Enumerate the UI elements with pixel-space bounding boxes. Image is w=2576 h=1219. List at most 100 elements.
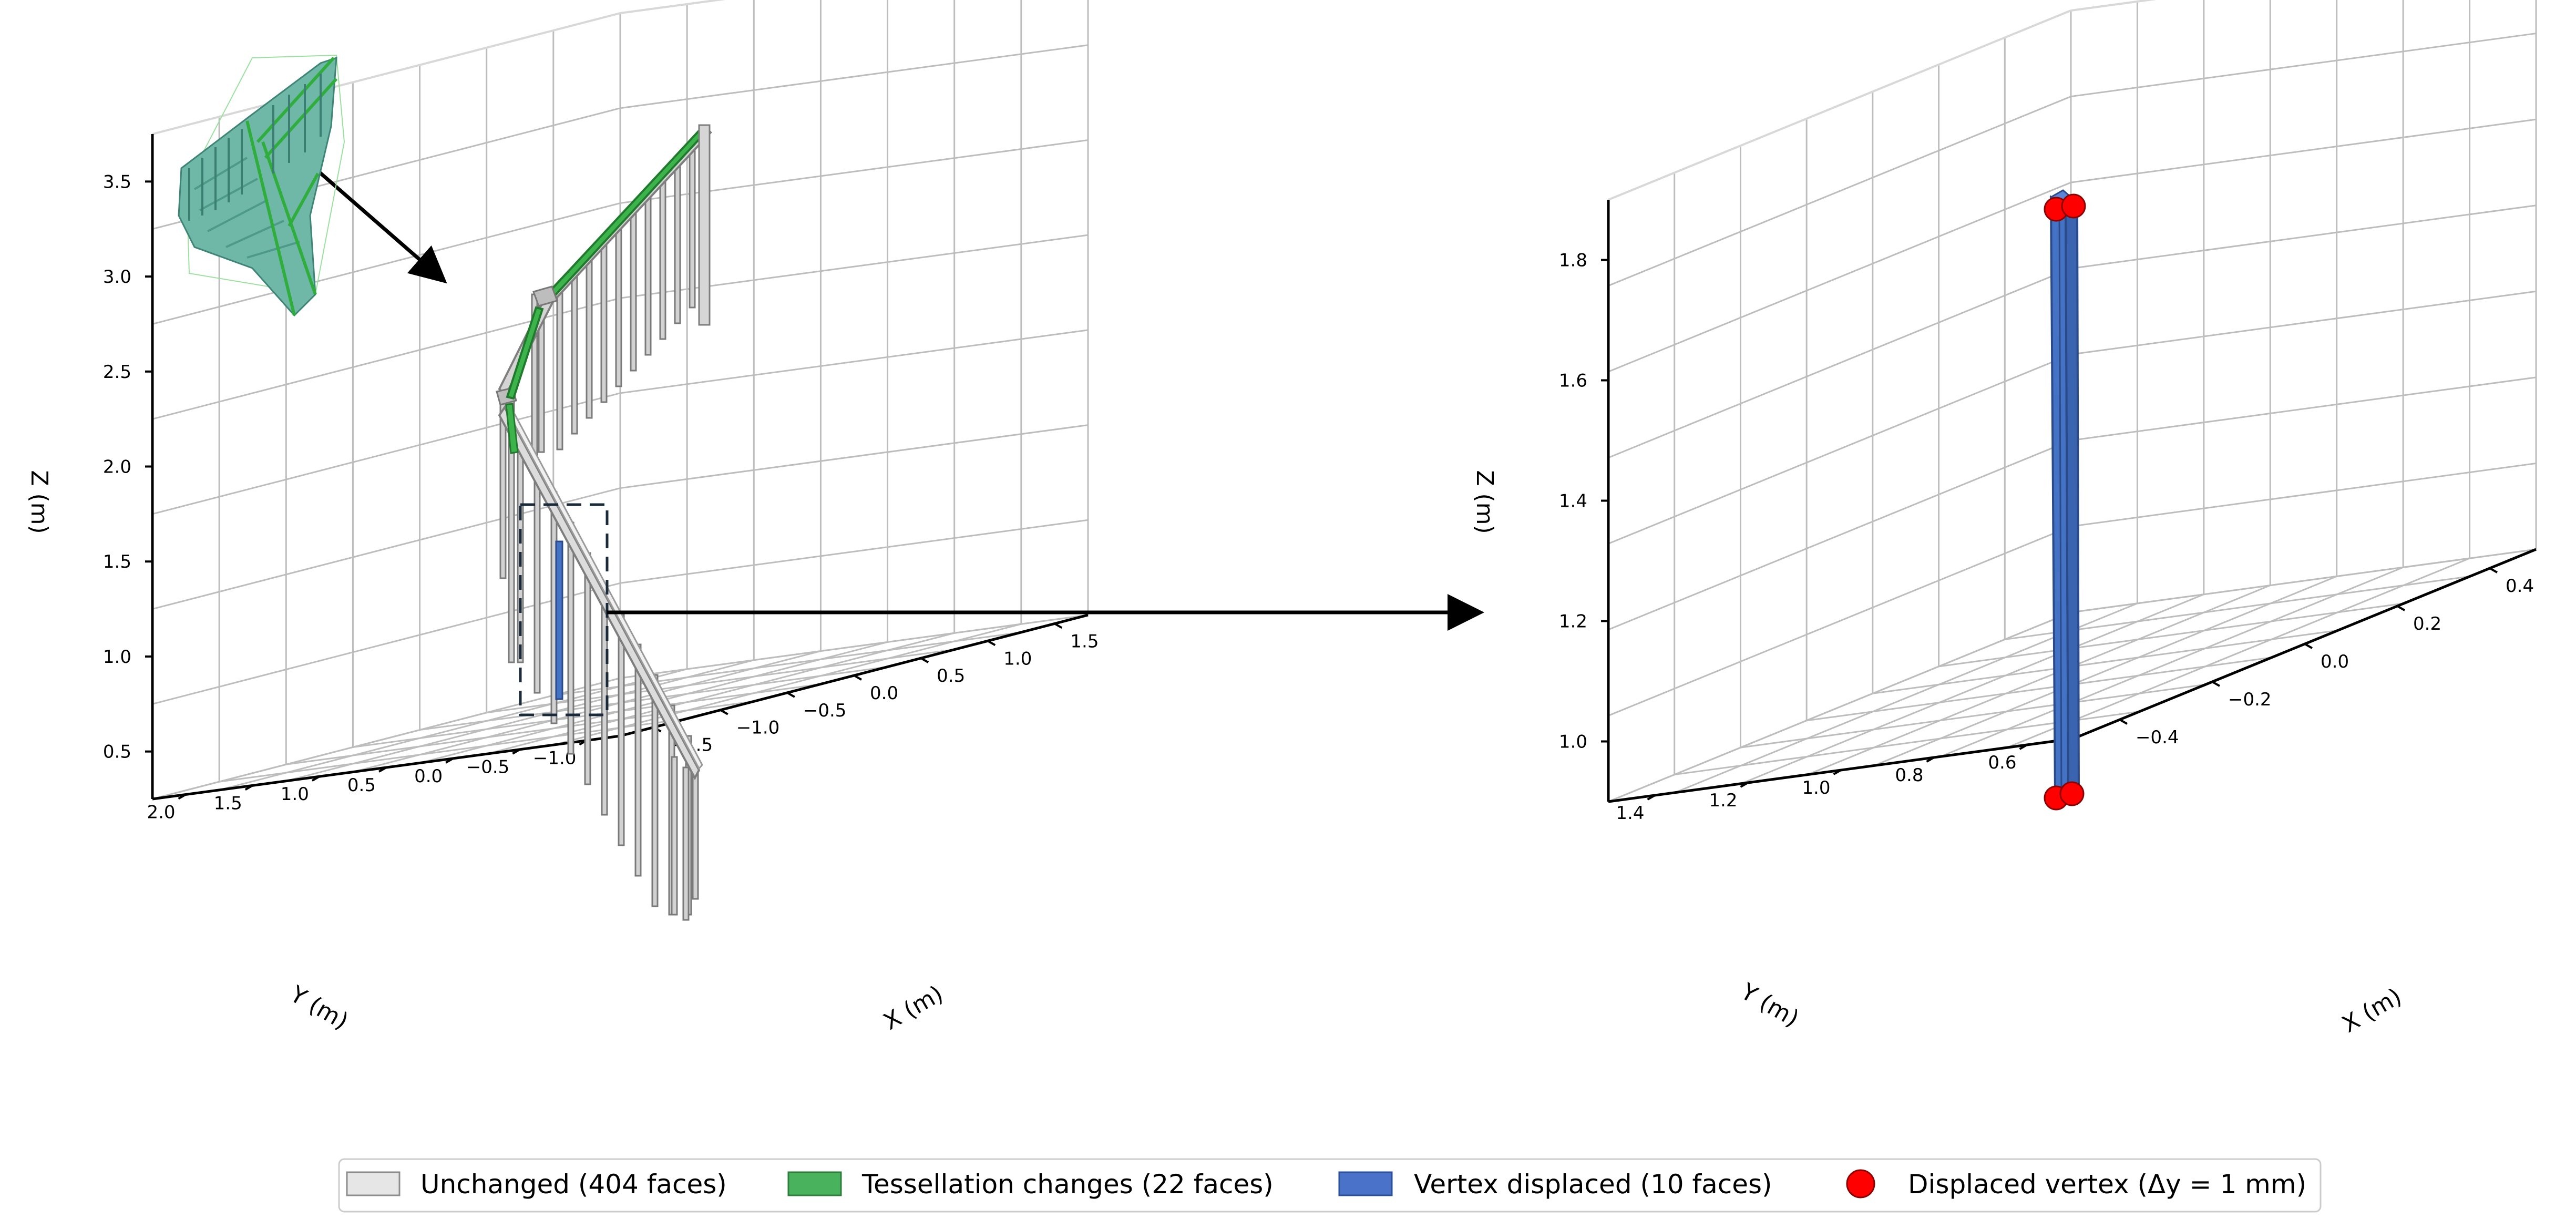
y-axis-tick <box>1647 794 1656 801</box>
legend-swatch-displaced <box>1338 1171 1393 1196</box>
x-axis-tick-label: 0.5 <box>937 665 965 687</box>
baluster <box>618 613 625 846</box>
y-axis-tick-label: 0.5 <box>347 775 376 796</box>
legend: Unchanged (404 faces) Tessellation chang… <box>338 1158 2322 1213</box>
grid-line <box>1608 353 2071 545</box>
x-axis-tick <box>2397 605 2405 611</box>
baluster <box>634 643 642 877</box>
grid-line <box>219 668 687 791</box>
y-axis-tick-label: 0.0 <box>414 766 443 787</box>
grid-line <box>1940 566 2404 757</box>
y-axis-tick-label: 0.6 <box>1988 752 2016 773</box>
pane-edge <box>152 12 621 135</box>
baluster <box>651 674 659 907</box>
mid-handrail-tessellation <box>506 306 544 400</box>
y-axis-tick <box>1926 756 1935 763</box>
left-tick-labels: −1.0−0.50.00.51.01.52.0−1.5−1.0−0.50.00.… <box>103 171 1099 823</box>
y-axis-tick <box>445 757 454 764</box>
baluster <box>556 291 563 450</box>
grid-line <box>1608 96 2071 286</box>
right-tick-labels: 0.6 0.8 1.0 1.2 1.4 −0.4 −0.2 0.0 0.2 0.4 1.0 1.2 1.… <box>1559 250 2534 824</box>
grid-line <box>152 487 621 610</box>
x-axis-tick-label: −0.2 <box>2228 689 2272 710</box>
left-3d-axes: −1.0−0.50.00.51.01.52.0−1.5−1.0−0.50.00.… <box>26 0 1484 1036</box>
upper-handrail-tessellation <box>549 126 707 298</box>
grid-line <box>2070 118 2537 183</box>
right-y-axis-label: Y (m) <box>1736 978 1804 1032</box>
y-axis-tick-label: 1.5 <box>214 793 242 814</box>
grid-line <box>152 297 621 420</box>
x-axis-tick-label: 0.0 <box>870 683 898 704</box>
baluster <box>586 259 593 419</box>
y-axis-tick <box>1833 769 1842 775</box>
z-axis-tick-label: 1.0 <box>1559 732 1587 753</box>
baluster <box>630 212 637 372</box>
legend-label-tessellation: Tessellation changes (22 faces) <box>861 1169 1274 1200</box>
grid-line <box>1874 576 2337 766</box>
legend-label-unchanged: Unchanged (404 faces) <box>420 1169 727 1200</box>
grid-line <box>620 234 1089 299</box>
x-axis-tick-label: 1.5 <box>1070 631 1099 652</box>
x-axis-tick <box>720 709 728 715</box>
x-axis-tick <box>2489 567 2498 573</box>
baluster <box>682 766 690 921</box>
baluster <box>533 460 541 694</box>
pane-edge <box>2070 0 2157 12</box>
y-axis-tick <box>2019 744 2028 750</box>
grid-line <box>1608 439 2071 631</box>
x-axis-tick <box>987 640 996 647</box>
baluster <box>600 243 608 403</box>
grid-line <box>152 677 621 800</box>
overview-inset-thumbnail <box>178 54 345 317</box>
grid-line <box>1608 268 2071 459</box>
z-axis-tick-label: 0.5 <box>103 742 131 763</box>
displaced-vertices <box>2044 193 2086 811</box>
grid-line <box>1872 629 2338 694</box>
grid-line <box>1608 526 2071 716</box>
left-z-axis-label: Z (m) <box>26 470 53 534</box>
x-axis-tick-label: −1.0 <box>736 718 780 739</box>
grid-line <box>2070 290 2537 355</box>
upper-landing-rail <box>532 285 558 307</box>
displaced-vertex-point <box>2059 781 2085 806</box>
grid-line <box>2070 204 2537 270</box>
grid-line <box>620 0 724 14</box>
grid-line <box>2007 557 2470 749</box>
baluster <box>671 756 678 916</box>
right-z-axis-label: Z (m) <box>1471 470 1498 534</box>
left-pane-grid <box>151 0 1089 800</box>
y-axis-tick <box>1740 782 1749 788</box>
x-axis-tick-label: 0.2 <box>2413 613 2441 634</box>
z-axis-tick-label: 1.5 <box>103 551 131 572</box>
baluster-side-face <box>2064 200 2080 798</box>
baluster <box>689 149 696 309</box>
y-axis-tick <box>512 748 521 755</box>
baluster <box>615 228 622 387</box>
pane-edge <box>1608 9 2071 201</box>
grid-line <box>1806 657 2272 722</box>
pane-edge <box>620 0 726 14</box>
grid-line <box>1740 683 2206 749</box>
grid-line <box>2070 548 2537 613</box>
grid-line <box>620 614 1089 679</box>
y-axis-tick-label: −0.5 <box>466 757 510 778</box>
grid-line <box>620 424 1089 489</box>
grid-line <box>1741 593 2204 785</box>
x-axis-tick <box>2212 681 2220 687</box>
x-axis-tick-label: −0.4 <box>2136 727 2179 748</box>
legend-marker-vertex <box>1846 1169 1875 1198</box>
upper-newel-post <box>698 124 711 326</box>
grid-line <box>620 139 1089 204</box>
baluster <box>692 772 699 900</box>
baluster-edge-line <box>2058 202 2062 798</box>
baluster <box>644 196 652 356</box>
x-axis-tick-label: −0.5 <box>803 700 847 721</box>
right-x-axis-label: X (m) <box>2337 983 2406 1038</box>
z-axis-tick-label: 1.8 <box>1559 250 1587 271</box>
z-axis-tick-label: 1.0 <box>103 647 131 668</box>
y-axis-tick <box>311 775 320 782</box>
lower-short-tessellation <box>505 403 519 454</box>
grid-line <box>620 329 1089 394</box>
x-axis-tick <box>2119 719 2128 725</box>
